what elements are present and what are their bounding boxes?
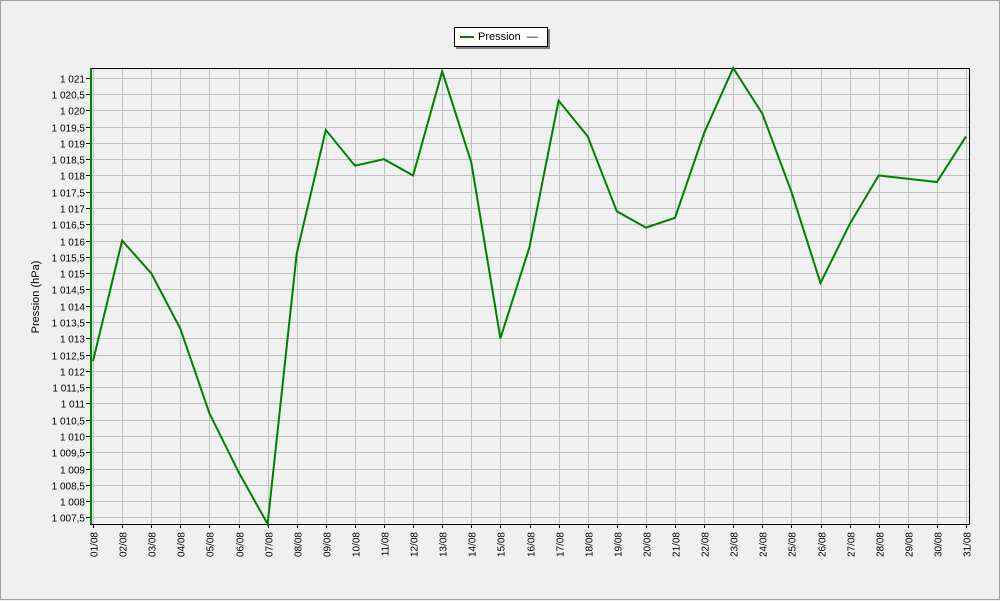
y-tick-label: 1 013,5 bbox=[52, 319, 86, 330]
y-tick-label: 1 015 bbox=[60, 270, 85, 281]
grid-lines bbox=[90, 68, 969, 524]
x-axis-ticks: 01/08 02/08 03/08 04/08 05/08 06/08 07/08 08/08… bbox=[90, 524, 974, 557]
x-tick-label: 09/08 bbox=[323, 532, 334, 557]
y-tick-label: 1 016 bbox=[60, 238, 85, 249]
y-tick-label: 1 012 bbox=[60, 368, 85, 379]
y-tick-label: 1 020,5 bbox=[52, 91, 86, 102]
y-axis-label: Pression (hPa) bbox=[30, 261, 42, 334]
x-tick-label: 22/08 bbox=[701, 532, 712, 557]
legend-label: Pression bbox=[478, 31, 521, 43]
y-tick-label: 1 015,5 bbox=[52, 254, 86, 265]
x-tick-label: 02/08 bbox=[119, 532, 130, 557]
x-tick-label: 21/08 bbox=[672, 532, 683, 557]
y-axis-ticks: 1 007,5 1 008 1 008,5 1 009 1 009,5 1 010 1 01… bbox=[52, 75, 90, 525]
y-tick-label: 1 017 bbox=[60, 205, 85, 216]
x-tick-label: 08/08 bbox=[294, 532, 305, 557]
x-tick-label: 31/08 bbox=[963, 532, 974, 557]
x-tick-label: 14/08 bbox=[468, 532, 479, 557]
x-tick-label: 06/08 bbox=[236, 532, 247, 557]
x-tick-label: 26/08 bbox=[818, 532, 829, 557]
y-tick-label: 1 012,5 bbox=[52, 352, 86, 363]
y-tick-label: 1 019 bbox=[60, 140, 85, 151]
x-tick-label: 05/08 bbox=[206, 532, 217, 557]
y-tick-label: 1 011,5 bbox=[52, 384, 85, 395]
y-tick-label: 1 007,5 bbox=[52, 514, 86, 525]
x-tick-label: 11/08 bbox=[381, 532, 392, 557]
x-tick-label: 16/08 bbox=[527, 532, 538, 557]
x-tick-label: 25/08 bbox=[788, 532, 799, 557]
x-tick-label: 01/08 bbox=[90, 532, 101, 557]
x-tick-label: 20/08 bbox=[643, 532, 654, 557]
x-tick-label: 07/08 bbox=[265, 532, 276, 557]
x-tick-label: 10/08 bbox=[352, 532, 363, 557]
y-tick-label: 1 020 bbox=[60, 107, 85, 118]
y-tick-label: 1 011 bbox=[61, 400, 86, 411]
x-tick-label: 13/08 bbox=[439, 532, 450, 557]
y-tick-label: 1 018 bbox=[60, 172, 85, 183]
y-tick-label: 1 018,5 bbox=[52, 156, 86, 167]
legend-dash: — bbox=[526, 31, 538, 43]
y-tick-label: 1 008,5 bbox=[52, 482, 86, 493]
legend-swatch bbox=[460, 36, 474, 38]
y-tick-label: 1 009,5 bbox=[52, 449, 86, 460]
y-tick-label: 1 014 bbox=[60, 303, 85, 314]
y-tick-label: 1 014,5 bbox=[52, 286, 86, 297]
x-tick-label: 30/08 bbox=[934, 532, 945, 557]
y-tick-label: 1 019,5 bbox=[52, 124, 86, 135]
x-tick-label: 12/08 bbox=[410, 532, 421, 557]
x-tick-label: 29/08 bbox=[905, 532, 916, 557]
x-tick-label: 18/08 bbox=[585, 532, 596, 557]
x-tick-label: 03/08 bbox=[148, 532, 159, 557]
y-tick-label: 1 013 bbox=[60, 335, 85, 346]
y-tick-label: 1 010 bbox=[60, 433, 85, 444]
series-line-pression bbox=[92, 65, 967, 528]
x-tick-label: 15/08 bbox=[497, 532, 508, 557]
x-tick-label: 04/08 bbox=[177, 532, 188, 557]
x-tick-label: 27/08 bbox=[847, 532, 858, 557]
legend: Pression — bbox=[454, 27, 548, 47]
x-tick-label: 17/08 bbox=[556, 532, 567, 557]
y-tick-label: 1 017,5 bbox=[52, 189, 86, 200]
y-tick-label: 1 016,5 bbox=[52, 221, 86, 232]
x-tick-label: 19/08 bbox=[614, 532, 625, 557]
y-tick-label: 1 010,5 bbox=[52, 417, 86, 428]
x-tick-label: 28/08 bbox=[876, 532, 887, 557]
series-lines bbox=[90, 65, 967, 528]
y-tick-label: 1 008 bbox=[60, 498, 85, 509]
plot-background bbox=[90, 68, 969, 524]
x-tick-label: 23/08 bbox=[730, 532, 741, 557]
y-tick-label: 1 021 bbox=[60, 75, 85, 86]
y-tick-label: 1 009 bbox=[60, 466, 85, 477]
x-tick-label: 24/08 bbox=[759, 532, 770, 557]
